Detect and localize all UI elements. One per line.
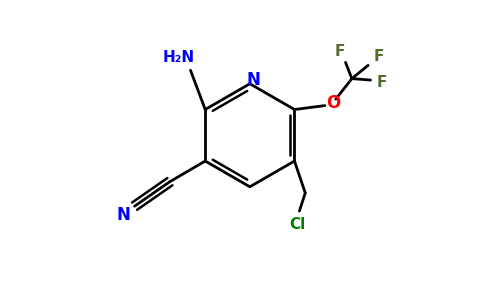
Text: F: F — [334, 44, 345, 59]
Text: F: F — [376, 75, 387, 90]
Text: O: O — [327, 94, 341, 112]
Text: F: F — [374, 49, 384, 64]
Text: N: N — [117, 206, 131, 224]
Text: Cl: Cl — [289, 217, 305, 232]
Text: N: N — [247, 71, 261, 89]
Text: H₂N: H₂N — [162, 50, 194, 65]
